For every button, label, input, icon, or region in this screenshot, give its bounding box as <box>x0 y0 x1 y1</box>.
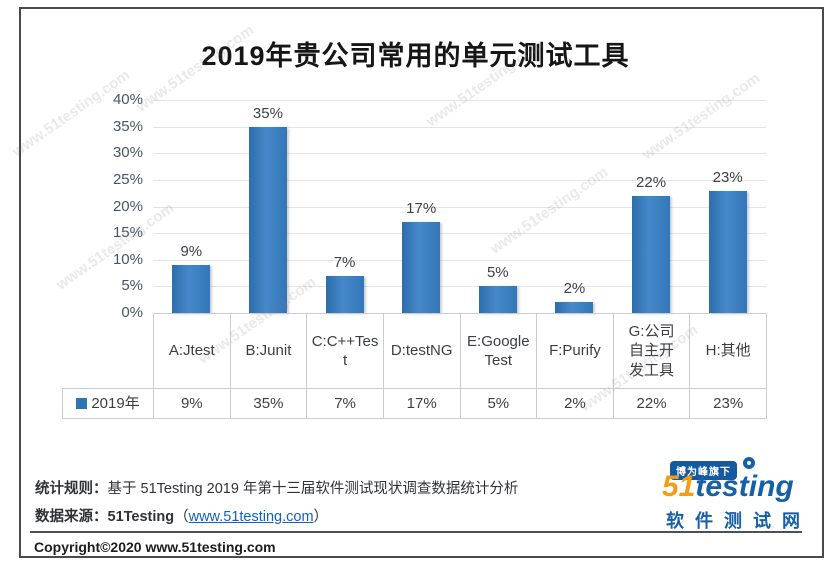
category-header-cell: E:Google Test <box>459 313 538 389</box>
gridline <box>153 206 766 208</box>
bar-value-label: 23% <box>712 168 743 186</box>
statistics-rule-text: 基于 51Testing 2019 年第十三届软件测试现状调查数据统计分析 <box>107 481 519 497</box>
value-cell: 23% <box>689 388 767 419</box>
y-axis-tick-label: 40% <box>112 91 143 108</box>
data-source-label: 数据来源： <box>35 509 108 525</box>
logo-letter-i: i <box>742 457 757 504</box>
source-link[interactable]: www.51testing.com <box>188 509 314 525</box>
gridline <box>153 126 766 128</box>
statistics-rule-label: 统计规则： <box>35 481 108 497</box>
value-cell: 2% <box>536 388 614 419</box>
logo-badge: 博为峰旗下 <box>670 461 737 480</box>
value-cell: 22% <box>612 388 691 419</box>
gridline <box>153 286 766 288</box>
value-cell: 17% <box>382 388 461 419</box>
data-source-line: 数据来源：51Testing（www.51testing.com） <box>35 505 328 526</box>
legend-cell: 2019年 <box>62 388 154 419</box>
bar-D:testNG <box>402 222 441 313</box>
bar-value-label: 9% <box>180 243 203 261</box>
51testing-logo: 51testi ng <box>662 457 794 504</box>
category-header-cell: B:Junit <box>229 313 308 389</box>
category-header-cell: H:其他 <box>689 313 767 389</box>
category-header-cell: C:C++Tes t <box>306 313 384 389</box>
bar-B:Junit <box>248 126 287 313</box>
bar-value-label: 22% <box>636 173 667 191</box>
logo-brand-prefix: 51 <box>662 470 696 503</box>
category-header-cell: D:testNG <box>382 313 461 389</box>
bar-C:C++Test <box>325 275 364 313</box>
magnifier-icon <box>742 457 755 469</box>
bar-value-label: 35% <box>252 104 283 122</box>
footer-divider-line <box>30 531 802 533</box>
legend-series-label: 2019年 <box>91 394 140 412</box>
y-axis-tick-label: 20% <box>112 197 143 215</box>
bar-value-label: 5% <box>486 264 509 282</box>
value-cell: 5% <box>459 388 538 419</box>
bar-F:Purify <box>555 302 594 313</box>
gridline <box>153 233 766 235</box>
bar-A:Jtest <box>172 265 211 313</box>
copyright-text: Copyright©2020 www.51testing.com <box>34 539 276 555</box>
gridline <box>153 100 766 101</box>
y-axis-tick-label: 30% <box>112 144 143 162</box>
table-corner-cell <box>63 314 154 389</box>
value-cell: 9% <box>153 388 231 419</box>
gridline <box>153 179 766 181</box>
logo-subtitle: 软件测试网 <box>666 511 811 531</box>
statistics-rule-line: 统计规则：基于 51Testing 2019 年第十三届软件测试现状调查数据统计… <box>35 477 518 498</box>
y-axis-tick-label: 25% <box>112 170 143 188</box>
category-header-cell: F:Purify <box>536 313 614 389</box>
value-cell: 35% <box>229 388 308 419</box>
bar-value-label: 17% <box>406 200 437 218</box>
paren-close: ） <box>313 509 329 525</box>
value-row: 2019年 9% 35% 7% 17% 5% 2% 22% 23% <box>62 388 767 419</box>
category-header-cell: A:Jtest <box>153 313 231 389</box>
bar-value-label: 7% <box>333 253 356 271</box>
category-header-row: A:Jtest B:Junit C:C++Tes t D:testNG E:Google… <box>63 313 767 389</box>
chart-title: 2019年贵公司常用的单元测试工具 <box>201 41 630 71</box>
y-axis-tick-label: 0% <box>121 304 143 321</box>
y-axis-tick-label: 5% <box>121 277 143 295</box>
paren-open: （ <box>174 509 189 525</box>
logo-brand-mid: test <box>695 470 749 503</box>
gridline <box>153 153 766 155</box>
y-axis-tick-label: 15% <box>112 224 143 242</box>
value-cell: 7% <box>306 388 384 419</box>
y-axis-tick-label: 35% <box>112 117 143 135</box>
bar-H:其他 <box>708 190 747 313</box>
data-source-name: 51Testing <box>107 509 175 525</box>
y-axis-tick-label: 10% <box>112 250 143 268</box>
logo-brand-suffix: ng <box>757 470 794 503</box>
bar-value-label: 2% <box>563 280 586 298</box>
legend-marker-icon <box>76 397 88 409</box>
bar-E:Google Test <box>478 286 517 313</box>
gridline <box>153 259 766 261</box>
chart-data-table: A:Jtest B:Junit C:C++Tes t D:testNG E:Google… <box>62 313 767 419</box>
category-header-cell: G:公司 自主开 发工具 <box>612 313 691 389</box>
